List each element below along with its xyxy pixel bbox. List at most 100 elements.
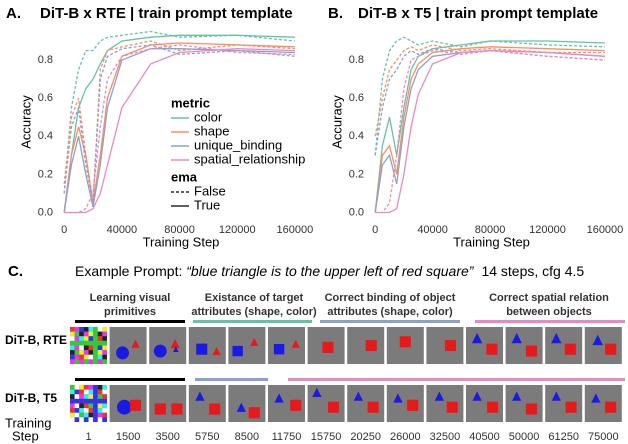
noise-pixel: [83, 394, 89, 399]
noise-pixel: [70, 331, 75, 337]
noise-pixel: [102, 350, 107, 355]
shape: [444, 339, 456, 352]
noise-pixel: [74, 403, 80, 409]
noise-pixel: [74, 340, 80, 346]
legend-label: unique_binding: [194, 137, 282, 152]
shape: [365, 339, 377, 352]
y-tick-label: 0.0: [38, 206, 53, 218]
shape: [399, 336, 411, 348]
noise-pixel: [88, 354, 94, 360]
legend-title: ema: [171, 169, 198, 184]
shape: [250, 337, 259, 346]
noise-pixel: [102, 327, 107, 332]
noise-pixel: [88, 327, 94, 332]
noise-pixel: [70, 336, 75, 341]
y-tick-label: 0.2: [349, 168, 364, 180]
noise-pixel: [83, 417, 89, 422]
noise-pixel: [74, 327, 80, 332]
noise-pixel: [79, 354, 84, 360]
noise-pixel: [83, 359, 89, 364]
legend-box: [163, 92, 301, 216]
noise-pixel: [93, 359, 98, 364]
stage-bar: [320, 320, 460, 323]
shape: [171, 403, 183, 415]
shape: [486, 343, 498, 355]
x-axis-label: Training Step: [143, 234, 220, 249]
noise-pixel: [93, 331, 98, 337]
noise-pixel: [74, 345, 80, 351]
noise-pixel: [79, 336, 84, 341]
shape: [327, 401, 340, 413]
stage-bar: [475, 320, 625, 323]
series-line: [63, 48, 295, 213]
stage-label: between objects: [506, 306, 592, 318]
step-value: 26000: [390, 431, 421, 443]
noise-pixel: [70, 398, 75, 404]
noise-pixel: [93, 350, 98, 355]
noise-pixel: [83, 389, 89, 395]
noise-pixel: [93, 327, 98, 332]
y-tick-label: 0.8: [38, 54, 53, 66]
row-label: DiT-B, T5: [5, 391, 57, 405]
x-tick-label: 120000: [529, 224, 566, 236]
thumbnail: [109, 327, 147, 364]
thumbnail: [228, 327, 266, 364]
noise-pixel: [70, 345, 75, 351]
shape: [407, 399, 419, 411]
noise-pixel: [97, 417, 103, 422]
noise-pixel: [102, 394, 107, 399]
noise-pixel: [88, 389, 94, 395]
shape: [525, 345, 538, 357]
noise-pixel: [79, 331, 84, 337]
noise-pixel: [88, 408, 94, 413]
series-line: [64, 48, 295, 214]
shape: [209, 403, 221, 415]
series-line: [375, 49, 605, 214]
noise-pixel: [102, 398, 107, 404]
step-value: 75000: [588, 431, 619, 443]
x-tick-label: 160000: [277, 224, 314, 236]
noise-pixel: [83, 398, 89, 404]
shape: [434, 391, 444, 401]
step-value: 1: [85, 431, 91, 443]
noise-pixel: [83, 403, 89, 409]
noise-pixel: [83, 340, 89, 346]
shape: [487, 401, 499, 413]
noise-pixel: [97, 340, 103, 346]
noise-pixel: [88, 340, 94, 346]
shape: [564, 343, 576, 355]
noise-pixel: [74, 394, 80, 399]
thumbnail: [545, 327, 583, 364]
noise-pixel: [74, 385, 80, 390]
noise-pixel: [70, 403, 75, 409]
y-tick-label: 0.4: [349, 130, 364, 142]
noise-pixel: [102, 385, 107, 390]
stage-bar: [288, 378, 625, 381]
noise-pixel: [97, 345, 103, 351]
series-line: [374, 44, 605, 137]
x-tick-label: 160000: [587, 224, 624, 236]
noise-pixel: [88, 385, 94, 390]
shape: [248, 407, 260, 419]
step-value: 5750: [195, 431, 219, 443]
x-tick-label: 80000: [475, 224, 506, 236]
stage-bar: [193, 320, 312, 323]
x-tick-label: 40000: [417, 224, 448, 236]
step-value: 40500: [469, 431, 500, 443]
stage-label: primitives: [104, 306, 156, 318]
shape: [154, 403, 166, 415]
shape: [173, 346, 179, 352]
noise-pixel: [102, 340, 107, 346]
shape: [605, 401, 617, 413]
shape: [129, 399, 142, 411]
shape: [511, 332, 522, 344]
step-value: 1500: [116, 431, 140, 443]
y-axis-label: Accuracy: [18, 95, 33, 149]
noise-pixel: [88, 412, 94, 418]
shape: [131, 339, 140, 348]
thumbnail: [545, 385, 583, 422]
shape: [591, 393, 601, 403]
legend-label: spatial_relationship: [194, 151, 305, 166]
y-tick-label: 0.0: [349, 206, 364, 218]
caption-settings: 14 steps, cfg 4.5: [481, 263, 584, 279]
